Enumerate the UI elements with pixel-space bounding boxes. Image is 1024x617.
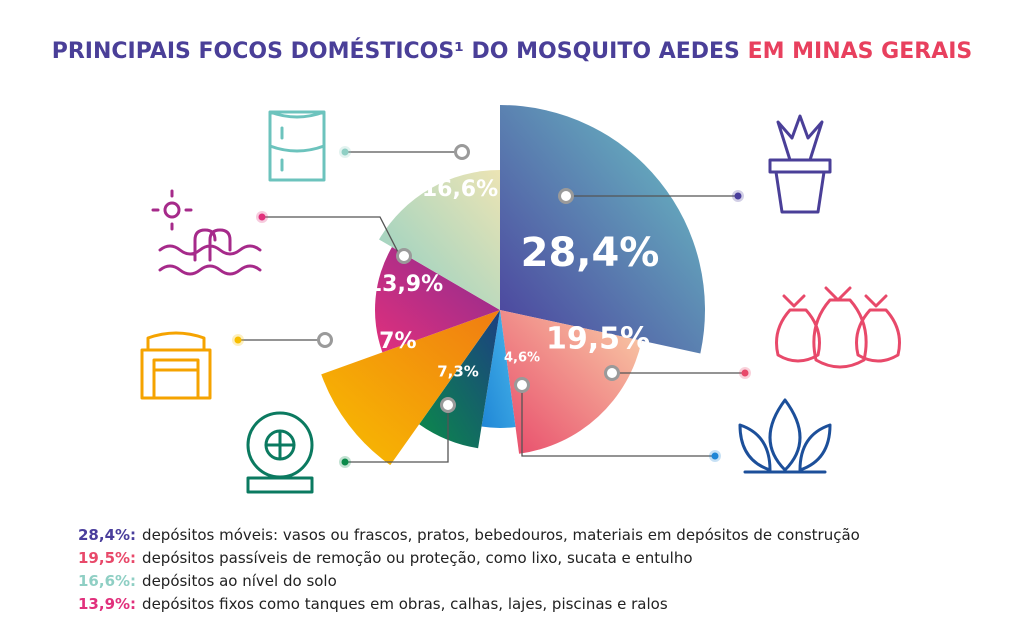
pie: 28,4% 19,5% 4,6% 7,3% 9,7% 13,9% 16,6% — [321, 105, 705, 466]
legend: 28,4%: depósitos móveis: vasos ou frascos… — [78, 526, 860, 613]
slice — [379, 170, 500, 310]
legend-entry: 28,4%: depósitos móveis: vasos ou frascos… — [78, 526, 860, 544]
legend-label: 16,6%: — [78, 572, 136, 590]
legend-label: 13,9%: — [78, 595, 136, 613]
value-label: 28,4% — [521, 230, 660, 276]
legend-label: 28,4%: — [78, 526, 136, 544]
legend-entry: 16,6%: depósitos ao nível do solo — [78, 572, 337, 590]
legend-text: depósitos móveis: vasos ou frascos, prat… — [142, 526, 860, 544]
marker-ring — [396, 248, 412, 264]
slice — [500, 310, 642, 454]
marker-dot — [258, 213, 266, 221]
leader-line — [262, 216, 401, 257]
value-label: 9,7% — [355, 329, 416, 354]
marker-dot — [341, 148, 349, 156]
slice — [375, 247, 500, 353]
chart-title: PRINCIPAIS FOCOS DOMÉSTICOS¹ DO MOSQUITO… — [52, 38, 973, 64]
slice — [419, 310, 500, 449]
trash-bags-icon — [775, 286, 901, 369]
legend-label: 19,5%: — [78, 549, 136, 567]
title-main: PRINCIPAIS FOCOS DOMÉSTICOS¹ DO MOSQUITO… — [52, 38, 740, 64]
slice — [500, 105, 705, 354]
value-label: 13,9% — [367, 272, 443, 297]
legend-text: depósitos fixos como tanques em obras, c… — [142, 595, 668, 613]
marker-ring — [604, 365, 620, 381]
legend-entry: 19,5%: depósitos passíveis de remoção ou … — [78, 549, 693, 567]
marker-ring — [317, 332, 333, 348]
tire-icon — [246, 411, 314, 494]
legend-text: depósitos ao nível do solo — [142, 572, 337, 590]
marker-dot — [234, 336, 242, 344]
value-label: 4,6% — [504, 351, 540, 366]
marker-dot — [741, 369, 749, 377]
barrel-icon — [268, 110, 326, 182]
value-label: 16,6% — [422, 177, 498, 202]
legend-text: depósitos passíveis de remoção ou proteç… — [142, 549, 692, 567]
leader-lines — [238, 151, 745, 463]
marker-ring — [454, 144, 470, 160]
marker-ring — [440, 397, 456, 413]
marker-dot — [341, 458, 349, 466]
marker-ring — [514, 377, 530, 393]
title-highlight: EM MINAS GERAIS — [748, 39, 973, 64]
slice — [481, 310, 516, 428]
leaves-icon — [738, 398, 832, 474]
leader-line — [521, 390, 715, 457]
legend-entry: 13,9%: depósitos fixos como tanques em ob… — [78, 595, 668, 613]
marker-dot — [711, 452, 719, 460]
value-label: 7,3% — [437, 363, 479, 381]
markers — [232, 144, 751, 468]
garage-icon — [140, 331, 212, 400]
leader-line — [345, 410, 449, 463]
icons — [140, 110, 901, 494]
value-label: 19,5% — [546, 322, 650, 357]
marker-dot — [734, 192, 742, 200]
slice — [321, 310, 500, 466]
pool-icon — [151, 189, 262, 276]
plant-pot-icon — [768, 114, 832, 214]
marker-ring — [558, 188, 574, 204]
